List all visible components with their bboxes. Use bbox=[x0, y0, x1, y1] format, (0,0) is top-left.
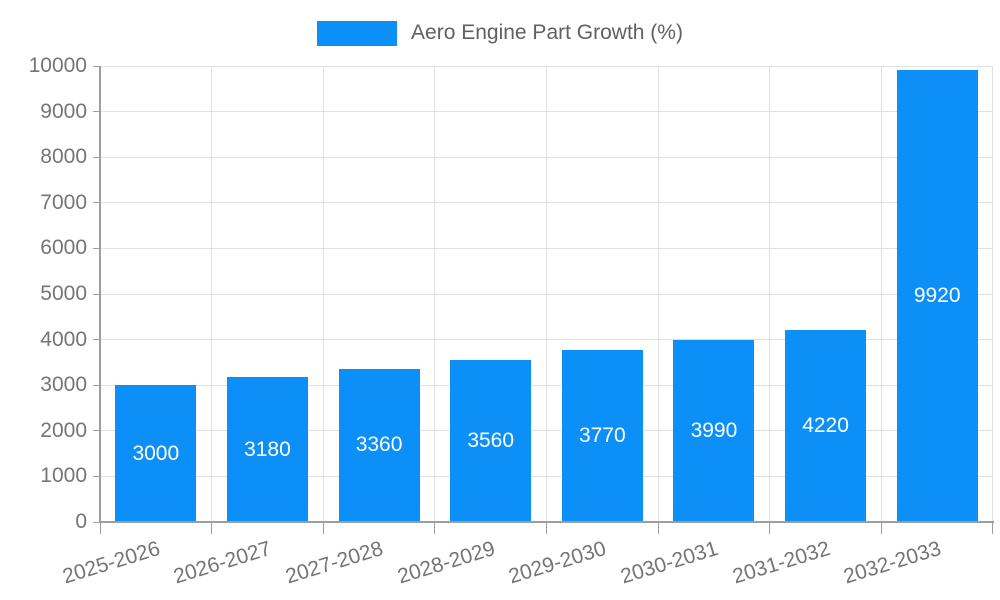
y-tick-label: 4000 bbox=[40, 327, 87, 351]
chart-legend: Aero Engine Part Growth (%) bbox=[0, 20, 1000, 46]
grid-line-v bbox=[211, 66, 213, 522]
bar-value-label: 9920 bbox=[913, 283, 961, 307]
bar-value-label: 3000 bbox=[132, 441, 180, 465]
y-tick-label: 5000 bbox=[40, 282, 87, 305]
bar-slot: 3000 bbox=[100, 66, 212, 522]
x-axis-tick bbox=[434, 522, 436, 534]
bar-slot: 9920 bbox=[881, 66, 993, 522]
x-axis-tick bbox=[657, 522, 659, 534]
y-tick-label: 10000 bbox=[28, 54, 87, 77]
bar: 3990 bbox=[673, 340, 755, 522]
bar-value-label: 3770 bbox=[578, 424, 626, 448]
bar-slot: 3770 bbox=[547, 66, 659, 522]
y-tick-label: 7000 bbox=[40, 190, 87, 214]
bar-slot: 3180 bbox=[212, 66, 324, 522]
bar: 3560 bbox=[450, 359, 532, 522]
legend-label: Aero Engine Part Growth (%) bbox=[411, 21, 683, 44]
y-axis-tick bbox=[93, 65, 100, 67]
bar: 4220 bbox=[785, 329, 867, 522]
y-tick-label: 0 bbox=[75, 510, 87, 533]
y-tick-label: 6000 bbox=[40, 236, 87, 260]
x-axis: 2025-2026 2026-2027 2027-2028 2028-2029 2029… bbox=[60, 522, 993, 600]
y-axis-tick bbox=[93, 384, 100, 386]
y-axis-tick bbox=[93, 156, 100, 158]
bar: 9920 bbox=[896, 69, 978, 522]
bar: 3000 bbox=[115, 385, 197, 522]
bar-value-label: 3360 bbox=[355, 433, 403, 457]
bar: 3360 bbox=[338, 368, 420, 522]
y-axis-tick bbox=[93, 293, 100, 295]
y-axis-tick bbox=[93, 430, 100, 432]
y-axis-tick bbox=[93, 475, 100, 477]
y-tick-label: 9000 bbox=[40, 99, 87, 123]
x-axis-tick bbox=[769, 522, 771, 534]
grid-line-v bbox=[769, 66, 771, 522]
bar-value-label: 3560 bbox=[467, 428, 515, 452]
grid-line-v bbox=[322, 66, 324, 522]
y-axis-tick bbox=[93, 111, 100, 113]
grid-line-v bbox=[546, 66, 547, 522]
bar-slot: 3990 bbox=[658, 66, 770, 522]
grid-line-v bbox=[434, 66, 436, 522]
x-axis-tick bbox=[546, 522, 547, 534]
y-axis-line bbox=[99, 66, 101, 522]
y-tick-label: 2000 bbox=[40, 418, 87, 442]
bar-slot: 3360 bbox=[323, 66, 435, 522]
bar-slot: 3560 bbox=[435, 66, 547, 522]
x-axis-tick bbox=[322, 522, 324, 534]
y-tick-label: 3000 bbox=[40, 373, 87, 397]
bar-value-label: 3180 bbox=[244, 437, 291, 461]
bar: 3180 bbox=[226, 377, 308, 522]
legend-swatch bbox=[317, 20, 398, 46]
x-axis-tick bbox=[99, 522, 101, 534]
y-axis-tick bbox=[93, 521, 100, 523]
plot-area: 3000 3180 3360 3560 3770 3990 4220 9920 bbox=[100, 65, 993, 522]
bar: 3770 bbox=[561, 350, 643, 522]
y-axis-tick bbox=[93, 202, 100, 204]
y-tick-label: 8000 bbox=[40, 145, 87, 169]
y-axis: 0 1000 2000 3000 4000 5000 6000 7000 8000 9000 100… bbox=[0, 54, 100, 533]
bar-value-label: 4220 bbox=[802, 413, 849, 437]
bar-slot: 4220 bbox=[770, 66, 882, 522]
y-tick-label: 1000 bbox=[40, 464, 87, 488]
x-axis-tick bbox=[211, 522, 213, 534]
x-axis-tick bbox=[991, 522, 993, 534]
grid-line-v bbox=[880, 66, 882, 522]
x-axis-line bbox=[99, 521, 994, 523]
y-axis-tick bbox=[93, 247, 100, 249]
y-axis-tick bbox=[93, 339, 100, 341]
bar-value-label: 3990 bbox=[690, 419, 738, 443]
x-axis-tick bbox=[880, 522, 882, 534]
grid-line-v bbox=[991, 66, 993, 522]
grid-line-v bbox=[657, 66, 659, 522]
